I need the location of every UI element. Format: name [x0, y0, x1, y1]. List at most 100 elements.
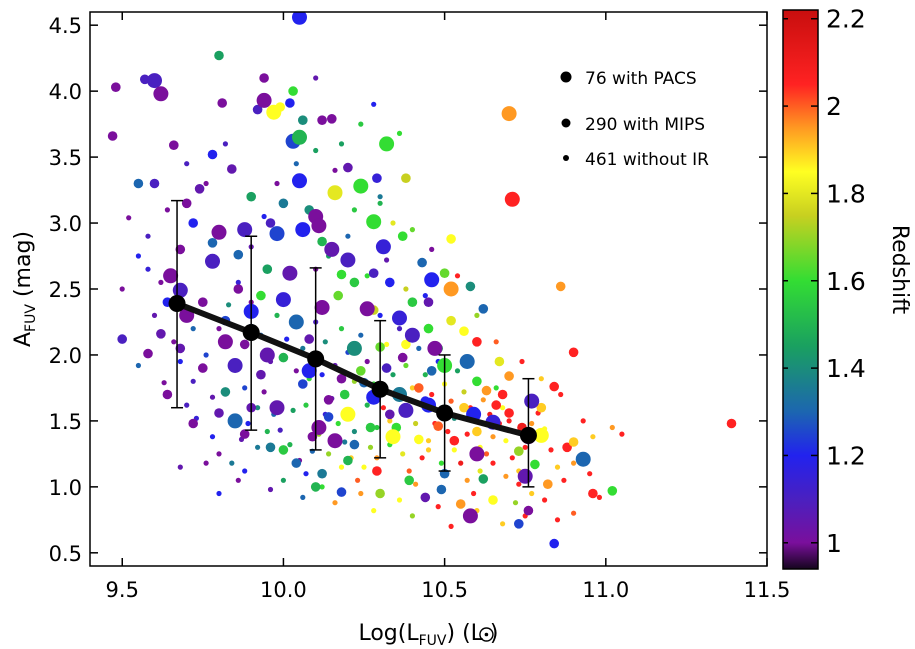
data-point-noir: [235, 279, 241, 285]
data-point-noir: [209, 394, 216, 400]
data-point-pacs: [340, 406, 356, 422]
data-point-noir: [429, 391, 435, 398]
data-point-noir: [596, 494, 603, 500]
data-point-pacs: [346, 340, 362, 356]
data-point-mips: [478, 474, 489, 484]
trend-marker: [307, 350, 325, 368]
data-point-noir: [458, 460, 464, 466]
data-point-mips: [365, 422, 376, 433]
data-point-mips: [207, 149, 218, 160]
data-point-noir: [345, 233, 351, 239]
data-point-mips: [423, 297, 434, 308]
data-point-mips: [111, 82, 121, 92]
data-point-noir: [554, 517, 561, 523]
y-tick-label: 2.5: [49, 278, 82, 302]
data-point-noir: [580, 418, 586, 424]
colorbar-tick-label: 1.6: [826, 267, 866, 296]
data-point-noir: [177, 358, 183, 365]
data-point-noir: [529, 420, 535, 427]
data-point-noir: [135, 253, 141, 259]
data-point-mips: [278, 198, 289, 209]
data-point-noir: [409, 385, 415, 391]
data-point-pacs: [292, 173, 307, 189]
data-point-noir: [126, 215, 132, 221]
data-point-noir: [358, 121, 364, 127]
x-tick-label: 10.5: [421, 578, 468, 602]
data-point-noir: [384, 257, 390, 263]
data-point-mips: [278, 352, 289, 363]
data-point-noir: [506, 418, 512, 424]
plot-frame: [89, 11, 768, 567]
data-point-mips: [214, 50, 224, 61]
data-point-mips: [310, 482, 321, 492]
data-point-pacs: [340, 252, 356, 268]
data-point-mips: [423, 323, 434, 334]
data-point-noir: [216, 490, 222, 497]
data-point-noir: [245, 420, 251, 427]
data-point-noir: [529, 490, 535, 497]
data-point-noir: [303, 402, 309, 408]
data-point-noir: [229, 460, 235, 466]
data-point-mips: [536, 402, 547, 413]
data-point-noir: [184, 402, 190, 408]
data-point-mips: [417, 257, 427, 268]
data-point-noir: [438, 460, 444, 466]
data-point-noir: [164, 207, 170, 213]
data-point-noir: [380, 405, 386, 411]
data-point-noir: [209, 434, 216, 440]
data-point-mips: [162, 389, 173, 400]
trend-marker: [371, 380, 389, 398]
data-point-noir: [342, 439, 348, 445]
data-point-pacs: [324, 241, 340, 257]
data-point-mips: [327, 114, 337, 124]
data-point-mips: [227, 164, 237, 174]
data-point-mips: [478, 304, 489, 314]
data-point-noir: [267, 486, 274, 493]
data-point-noir: [500, 405, 506, 411]
data-point-pacs: [237, 222, 253, 238]
data-point-noir: [216, 326, 222, 332]
data-point-noir: [554, 464, 561, 470]
data-point-mips: [217, 98, 227, 108]
data-point-mips: [607, 486, 618, 496]
data-point-pacs: [392, 310, 407, 326]
data-point-mips: [407, 297, 418, 308]
data-point-mips: [265, 218, 276, 228]
data-point-noir: [203, 352, 209, 358]
trend-marker: [242, 324, 260, 342]
data-point-noir: [403, 286, 409, 292]
data-point-noir: [255, 405, 261, 411]
data-point-pacs: [292, 129, 307, 145]
data-point-noir: [406, 468, 412, 474]
data-point-pacs: [517, 468, 533, 484]
data-point-noir: [242, 385, 248, 391]
solar-symbol-ring: [479, 627, 494, 642]
data-point-pacs: [353, 178, 369, 194]
data-point-noir: [390, 372, 396, 378]
data-point-noir: [493, 339, 499, 345]
data-point-mips: [156, 329, 166, 339]
legend-label: 76 with PACS: [585, 69, 697, 89]
data-point-pacs: [163, 268, 179, 284]
x-tick-label: 11.5: [744, 578, 791, 602]
data-point-mips: [307, 431, 318, 442]
data-point-noir: [409, 513, 415, 519]
data-point-noir: [571, 460, 577, 466]
legend-label: 290 with MIPS: [585, 115, 705, 135]
data-point-noir: [464, 431, 470, 437]
data-point-noir: [538, 376, 544, 382]
data-point-mips: [298, 115, 308, 125]
data-point-mips: [504, 408, 514, 418]
data-point-noir: [351, 207, 357, 213]
data-point-mips: [726, 418, 737, 429]
data-point-noir: [471, 490, 477, 497]
data-point-noir: [413, 481, 419, 487]
y-axis: 0.5 1.0 1.5 2.0 2.5 3.0 3.5 4.0 4.5: [49, 14, 767, 566]
data-point-noir: [145, 266, 151, 272]
data-point-mips: [385, 409, 395, 420]
data-point-mips: [336, 487, 347, 497]
data-point-mips: [349, 439, 360, 450]
data-point-noir: [158, 279, 164, 285]
data-point-noir: [609, 424, 615, 431]
data-point-noir: [226, 302, 232, 308]
